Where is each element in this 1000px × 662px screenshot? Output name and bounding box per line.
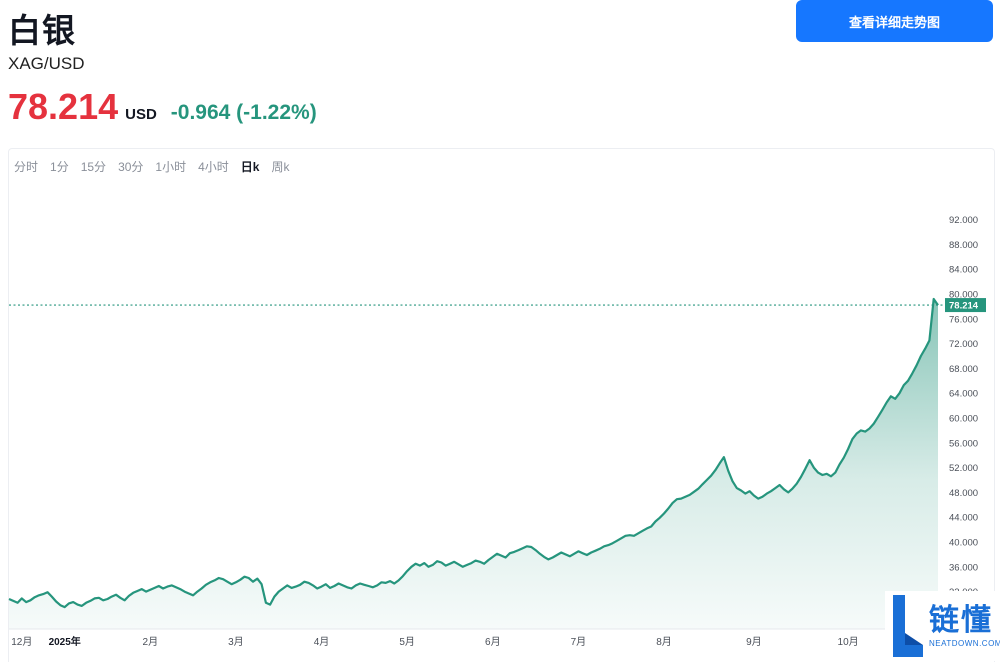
y-tick-label: 72.000 [949, 339, 978, 350]
tab-4h[interactable]: 4小时 [198, 160, 229, 174]
price-line [8, 297, 939, 609]
x-tick-label: 7月 [571, 636, 587, 648]
y-tick-label: 60.000 [949, 414, 978, 425]
timeframe-tabs: 分时 1分 15分 30分 1小时 4小时 日k 周k [14, 158, 302, 175]
price-change: -0.964 (-1.22%) [170, 101, 317, 124]
x-tick-label: 10月 [838, 636, 859, 648]
last-price-tag [945, 298, 986, 313]
tab-1h[interactable]: 1小时 [155, 160, 187, 174]
x-tick-label: 4月 [314, 636, 330, 648]
watermark-subtext: NEATDOWN.COM [929, 639, 1000, 648]
y-tick-label: 92.000 [949, 215, 978, 226]
y-tick-label: 88.000 [949, 240, 978, 251]
x-tick-label: 3月 [228, 636, 244, 648]
tab-15m[interactable]: 15分 [80, 160, 107, 174]
chart-panel [8, 148, 995, 662]
x-tick-label: 8月 [656, 636, 672, 648]
y-tick-label: 76.000 [949, 314, 978, 325]
y-tick-label: 44.000 [949, 513, 978, 524]
y-tick-label: 40.000 [949, 538, 978, 549]
x-tick-label: 5月 [399, 636, 415, 648]
symbol-label: XAG/USD [8, 54, 85, 73]
y-tick-label: 48.000 [949, 488, 978, 499]
y-tick-label: 84.000 [949, 265, 978, 276]
watermark-text: 链懂 [929, 603, 993, 638]
x-tick-label: 12月 [11, 636, 32, 648]
x-tick-label: 2025年 [49, 635, 81, 648]
tab-weekly[interactable]: 周k [271, 160, 290, 174]
tab-daily[interactable]: 日k [240, 160, 260, 174]
y-tick-label: 52.000 [949, 463, 978, 474]
y-tick-label: 68.000 [949, 364, 978, 375]
x-tick-label: 2月 [143, 636, 159, 648]
y-tick-label: 56.000 [949, 438, 978, 449]
last-price-tag-label: 78.214 [949, 301, 979, 312]
tab-30m[interactable]: 30分 [118, 160, 144, 174]
y-tick-label: 64.000 [949, 389, 978, 400]
tab-1m[interactable]: 1分 [50, 160, 69, 174]
watermark-logo: 链懂 NEATDOWN.COM [885, 591, 1000, 661]
current-price: 78.214 [8, 86, 119, 127]
page-title: 白银 [8, 12, 76, 49]
watermark-l-icon [893, 595, 923, 657]
view-detail-chart-button[interactable]: 查看详细走势图 [796, 0, 993, 42]
price-area-fill [9, 299, 938, 629]
currency-label: USD [125, 106, 157, 123]
x-tick-label: 6月 [485, 636, 501, 648]
tab-intraday[interactable]: 分时 [14, 160, 39, 174]
y-tick-label: 36.000 [949, 562, 978, 573]
x-tick-label: 9月 [746, 636, 762, 648]
price-row: 78.214 USD -0.964 (-1.22%) [8, 86, 317, 128]
y-tick-label: 80.000 [949, 290, 978, 301]
